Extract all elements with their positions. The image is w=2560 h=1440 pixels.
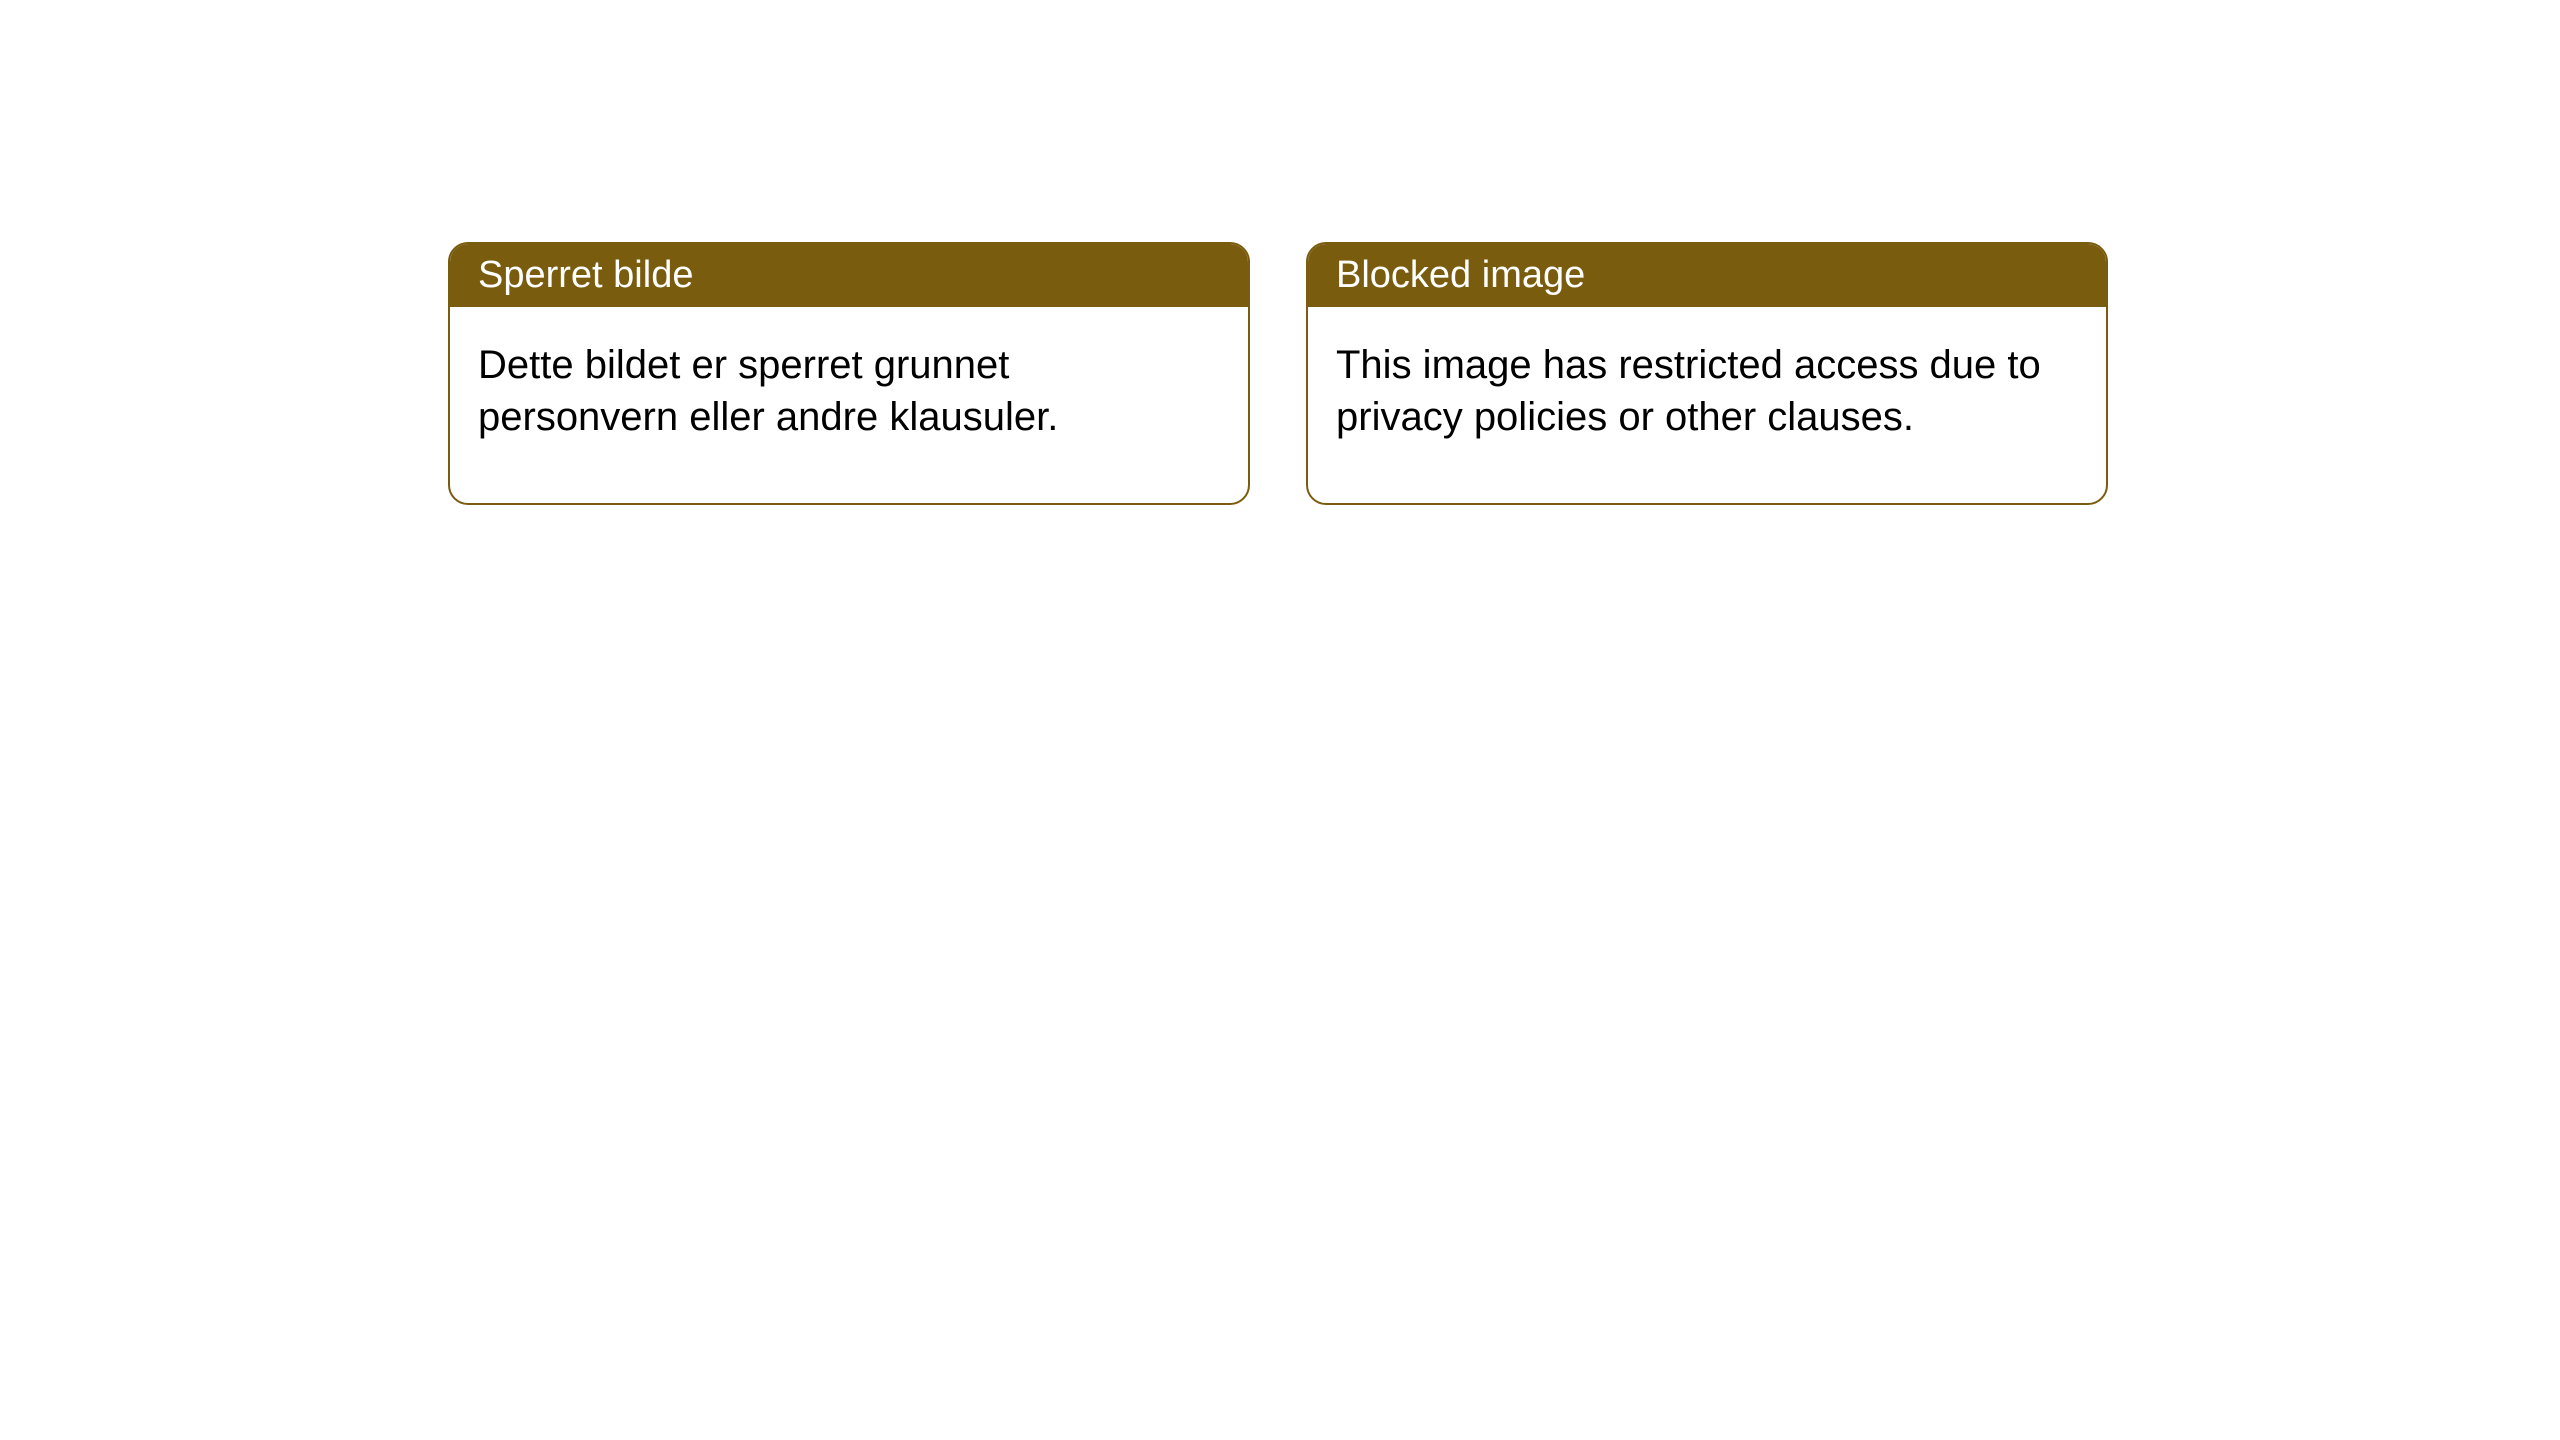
notice-header-norwegian: Sperret bilde <box>450 244 1248 307</box>
notice-text: Dette bildet er sperret grunnet personve… <box>478 343 1058 439</box>
notice-header-english: Blocked image <box>1308 244 2106 307</box>
notice-text: This image has restricted access due to … <box>1336 343 2041 439</box>
notice-container: Sperret bilde Dette bildet er sperret gr… <box>448 242 2108 505</box>
notice-title: Blocked image <box>1336 254 1585 296</box>
notice-title: Sperret bilde <box>478 254 693 296</box>
notice-body-norwegian: Dette bildet er sperret grunnet personve… <box>450 307 1248 503</box>
notice-body-english: This image has restricted access due to … <box>1308 307 2106 503</box>
notice-card-norwegian: Sperret bilde Dette bildet er sperret gr… <box>448 242 1250 505</box>
notice-card-english: Blocked image This image has restricted … <box>1306 242 2108 505</box>
